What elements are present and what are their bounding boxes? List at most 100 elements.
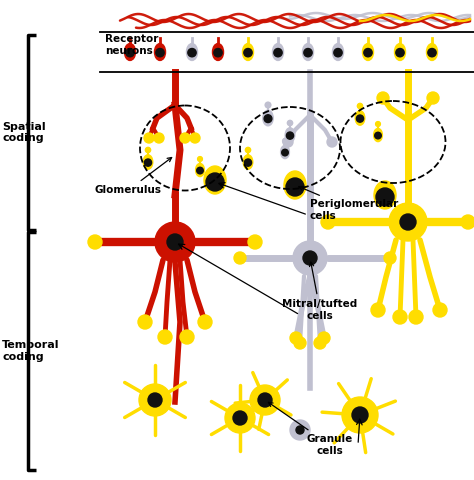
Circle shape <box>296 426 304 434</box>
Circle shape <box>356 115 364 122</box>
Circle shape <box>144 133 154 143</box>
Circle shape <box>138 315 152 329</box>
Circle shape <box>148 393 162 407</box>
Circle shape <box>428 48 436 57</box>
Circle shape <box>461 215 474 229</box>
Ellipse shape <box>186 44 198 60</box>
Ellipse shape <box>273 44 283 60</box>
Circle shape <box>393 310 407 324</box>
Circle shape <box>384 252 396 264</box>
Circle shape <box>206 173 224 191</box>
Circle shape <box>314 337 326 349</box>
Circle shape <box>139 384 171 416</box>
Circle shape <box>409 310 423 324</box>
Circle shape <box>198 315 212 329</box>
Circle shape <box>214 48 222 57</box>
Text: Spatial
coding: Spatial coding <box>2 122 46 144</box>
Circle shape <box>145 159 152 166</box>
Circle shape <box>303 251 317 265</box>
Text: Temporal
coding: Temporal coding <box>2 340 60 362</box>
Circle shape <box>154 133 164 143</box>
Circle shape <box>274 48 282 57</box>
Circle shape <box>158 330 172 344</box>
Circle shape <box>377 92 389 104</box>
Circle shape <box>376 188 394 206</box>
Ellipse shape <box>143 155 153 169</box>
Circle shape <box>248 235 262 249</box>
Circle shape <box>283 137 293 147</box>
Circle shape <box>126 48 134 57</box>
Ellipse shape <box>196 163 204 177</box>
Ellipse shape <box>243 155 253 169</box>
Circle shape <box>427 92 439 104</box>
Circle shape <box>327 137 337 147</box>
Circle shape <box>389 203 427 241</box>
Ellipse shape <box>285 128 295 142</box>
Ellipse shape <box>302 44 313 60</box>
Circle shape <box>283 139 287 144</box>
Ellipse shape <box>374 128 383 142</box>
Circle shape <box>375 132 381 139</box>
Circle shape <box>352 407 368 423</box>
Ellipse shape <box>281 145 290 158</box>
Circle shape <box>286 178 304 196</box>
Text: Mitral/tufted
cells: Mitral/tufted cells <box>283 262 357 321</box>
Circle shape <box>371 303 385 317</box>
Text: Periglomerular
cells: Periglomerular cells <box>299 186 398 221</box>
Circle shape <box>282 149 288 156</box>
Ellipse shape <box>355 111 365 125</box>
Circle shape <box>190 133 200 143</box>
Text: Glomerulus: Glomerulus <box>95 157 172 195</box>
Circle shape <box>198 156 202 161</box>
Text: Granule
cells: Granule cells <box>268 402 353 456</box>
Circle shape <box>258 393 272 407</box>
Circle shape <box>246 147 251 153</box>
Text: Receptor
neurons: Receptor neurons <box>105 34 158 56</box>
Circle shape <box>244 48 252 57</box>
Ellipse shape <box>125 44 136 60</box>
Ellipse shape <box>374 181 396 209</box>
Circle shape <box>167 234 183 250</box>
Circle shape <box>293 241 327 275</box>
Circle shape <box>264 115 272 122</box>
Ellipse shape <box>204 166 226 194</box>
Circle shape <box>290 420 310 440</box>
Circle shape <box>146 147 151 153</box>
Ellipse shape <box>155 44 165 60</box>
Circle shape <box>400 214 416 230</box>
Ellipse shape <box>332 44 344 60</box>
Circle shape <box>265 102 271 108</box>
Circle shape <box>180 133 190 143</box>
Circle shape <box>321 215 335 229</box>
Ellipse shape <box>394 44 406 60</box>
Circle shape <box>234 252 246 264</box>
Circle shape <box>364 48 372 57</box>
Circle shape <box>250 385 280 415</box>
Circle shape <box>188 48 196 57</box>
Circle shape <box>318 332 330 344</box>
Circle shape <box>225 403 255 433</box>
Ellipse shape <box>263 110 273 126</box>
Circle shape <box>180 330 194 344</box>
Ellipse shape <box>427 44 438 60</box>
Ellipse shape <box>363 44 374 60</box>
Circle shape <box>287 120 292 126</box>
Circle shape <box>197 167 203 174</box>
Circle shape <box>156 48 164 57</box>
Circle shape <box>88 235 102 249</box>
Circle shape <box>233 411 247 425</box>
Ellipse shape <box>243 44 254 60</box>
Circle shape <box>334 48 342 57</box>
Circle shape <box>396 48 404 57</box>
Circle shape <box>342 397 378 433</box>
Ellipse shape <box>212 44 224 60</box>
Circle shape <box>357 103 363 108</box>
Circle shape <box>245 159 252 166</box>
Circle shape <box>304 48 312 57</box>
Circle shape <box>290 332 302 344</box>
Circle shape <box>375 121 381 126</box>
Ellipse shape <box>284 171 306 199</box>
Circle shape <box>294 337 306 349</box>
Circle shape <box>155 222 195 262</box>
Circle shape <box>286 132 293 139</box>
